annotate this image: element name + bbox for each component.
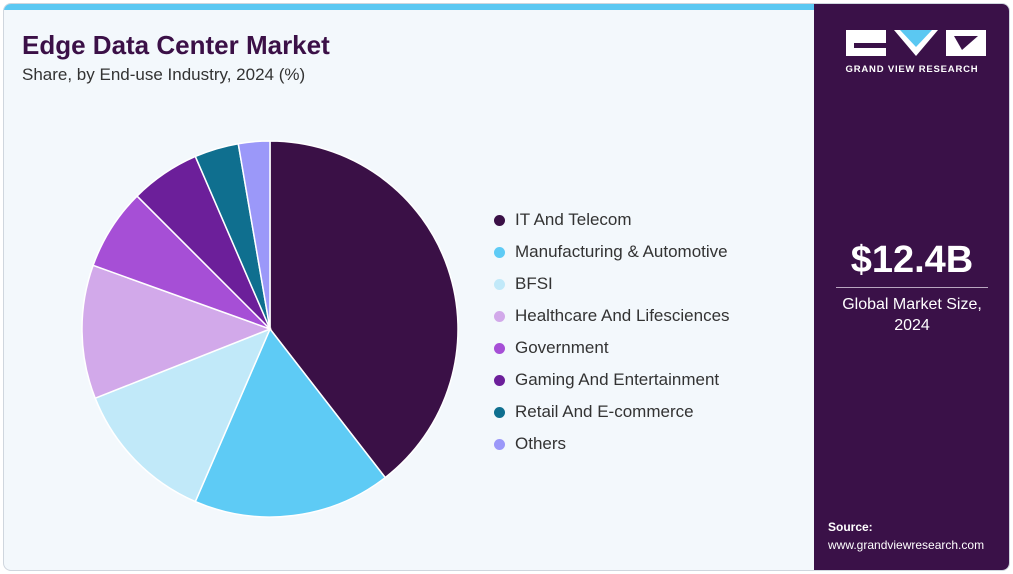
pie-slice-it-and-telecom: [269, 140, 459, 479]
brand-name: GRAND VIEW RESEARCH: [845, 64, 979, 75]
pie-chart: [81, 140, 459, 518]
legend-item: Manufacturing & Automotive: [494, 236, 730, 268]
chart-subtitle: Share, by End-use Industry, 2024 (%): [22, 65, 306, 84]
chart-title: Edge Data Center Market: [22, 30, 330, 60]
gvr-logo: [846, 30, 986, 56]
legend-item: Healthcare And Lifesciences: [494, 300, 730, 332]
legend-label: Gaming And Entertainment: [515, 370, 720, 389]
legend-item: Retail And E-commerce: [494, 396, 730, 428]
summary-sidebar: GRAND VIEW RESEARCH $12.4B Global Market…: [814, 4, 1009, 570]
legend-label: Healthcare And Lifesciences: [515, 306, 730, 325]
source-link[interactable]: www.grandviewresearch.com: [828, 538, 985, 552]
report-card: Edge Data Center Market Share, by End-us…: [3, 3, 1010, 571]
accent-bar: [4, 4, 814, 10]
chart-legend: IT And Telecom Manufacturing & Automotive…: [494, 204, 730, 460]
divider: [836, 287, 988, 288]
market-size-label: Global Market Size, 2024: [814, 294, 1009, 336]
legend-swatch: [494, 310, 505, 322]
source-label: Source:: [828, 520, 873, 534]
legend-item: BFSI: [494, 268, 730, 300]
legend-label: Government: [515, 338, 609, 357]
legend-label: IT And Telecom: [515, 210, 632, 229]
legend-swatch: [494, 278, 505, 290]
legend-swatch: [494, 342, 505, 354]
legend-label: BFSI: [515, 274, 553, 293]
pie-slice-bfsi: [94, 327, 272, 503]
legend-item: Government: [494, 332, 730, 364]
pie-slice-healthcare-and-lifesciences: [81, 264, 273, 400]
legend-swatch: [494, 246, 505, 258]
pie-slice-others: [237, 140, 271, 330]
legend-label: Manufacturing & Automotive: [515, 242, 728, 261]
legend-label: Others: [515, 434, 567, 453]
market-size-label-line1: Global Market Size,: [842, 296, 982, 313]
legend-swatch: [494, 438, 505, 450]
market-size-value: $12.4B: [850, 239, 974, 281]
legend-item: Gaming And Entertainment: [494, 364, 730, 396]
legend-item: IT And Telecom: [494, 204, 730, 236]
legend-label: Retail And E-commerce: [515, 402, 694, 421]
legend-swatch: [494, 406, 505, 418]
market-size-label-line2: 2024: [894, 317, 930, 334]
legend-swatch: [494, 374, 505, 386]
pie-slice-manufacturing-automotive: [194, 327, 387, 518]
legend-item: Others: [494, 428, 730, 460]
legend-swatch: [494, 214, 505, 226]
